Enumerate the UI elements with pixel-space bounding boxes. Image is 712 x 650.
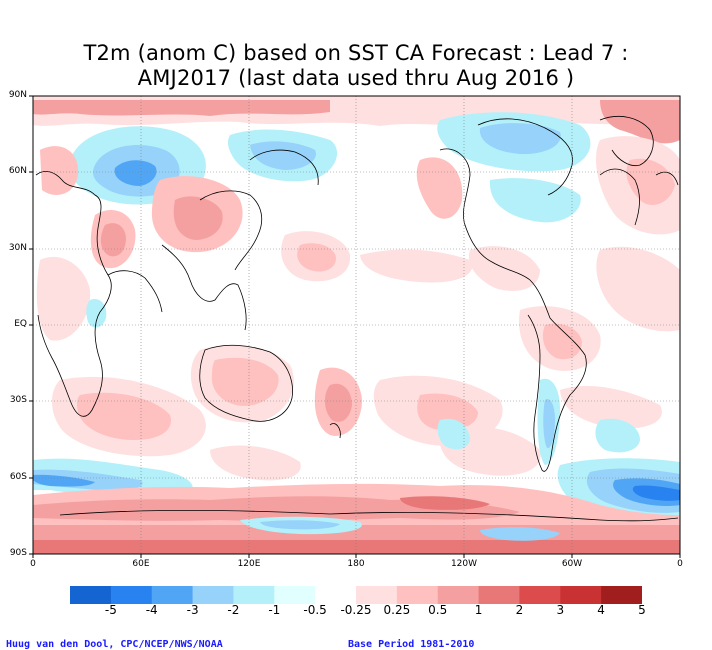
legend-swatch (437, 586, 480, 604)
legend-swatch (110, 586, 153, 604)
legend-swatch (70, 586, 112, 604)
legend-label: 2 (515, 603, 524, 617)
legend-label: 5 (638, 603, 646, 617)
legend-label: -3 (186, 603, 199, 617)
lon-label: 60W (561, 559, 583, 569)
graticule (33, 96, 680, 554)
map-title-line1: T2m (anom C) based on SST CA Forecast : … (83, 41, 629, 65)
lon-label: 0 (677, 559, 683, 569)
map-title-line2: AMJ2017 (last data used thru Aug 2016 ) (137, 66, 575, 90)
lon-label: 120E (237, 559, 261, 569)
legend-swatch (601, 586, 642, 604)
legend-swatch (356, 586, 398, 604)
legend-swatch (396, 586, 439, 604)
lon-label: 120W (450, 559, 478, 569)
legend-label: -2 (227, 603, 240, 617)
legend-swatch (519, 586, 561, 604)
legend-swatch (274, 586, 316, 604)
lon-label: 60E (132, 559, 150, 569)
legend-label: -4 (145, 603, 158, 617)
legend-label: 0.5 (428, 603, 448, 617)
lat-label: 60N (8, 166, 27, 176)
legend-label: 3 (556, 603, 565, 617)
legend-label: 4 (597, 603, 605, 617)
lat-label: 90S (9, 548, 27, 558)
legend-swatch (233, 586, 275, 604)
legend-label: -0.5 (303, 603, 327, 617)
legend-swatch (478, 586, 520, 604)
credit-text: Huug van den Dool, CPC/NCEP/NWS/NOAA (6, 639, 223, 650)
legend-label: 1 (474, 603, 483, 617)
lat-label: 30N (8, 243, 27, 253)
lat-label: 60S (9, 472, 27, 482)
base-period-text: Base Period 1981-2010 (348, 639, 475, 650)
lon-label: 180 (347, 559, 365, 569)
lon-label: 0 (30, 559, 36, 569)
legend-label: -5 (104, 603, 117, 617)
legend-swatch (192, 586, 234, 604)
legend-swatch (151, 586, 194, 604)
coastlines (35, 116, 679, 522)
lat-label: EQ (14, 319, 27, 329)
lat-label: 90N (8, 90, 27, 100)
color-legend-bar (70, 586, 642, 604)
legend-label: -1 (268, 603, 281, 617)
lat-label: 30S (9, 395, 27, 405)
legend-swatch (560, 586, 602, 604)
legend-swatch (315, 586, 357, 604)
legend-label: -0.25 (340, 603, 372, 617)
legend-label: 0.25 (383, 603, 411, 617)
